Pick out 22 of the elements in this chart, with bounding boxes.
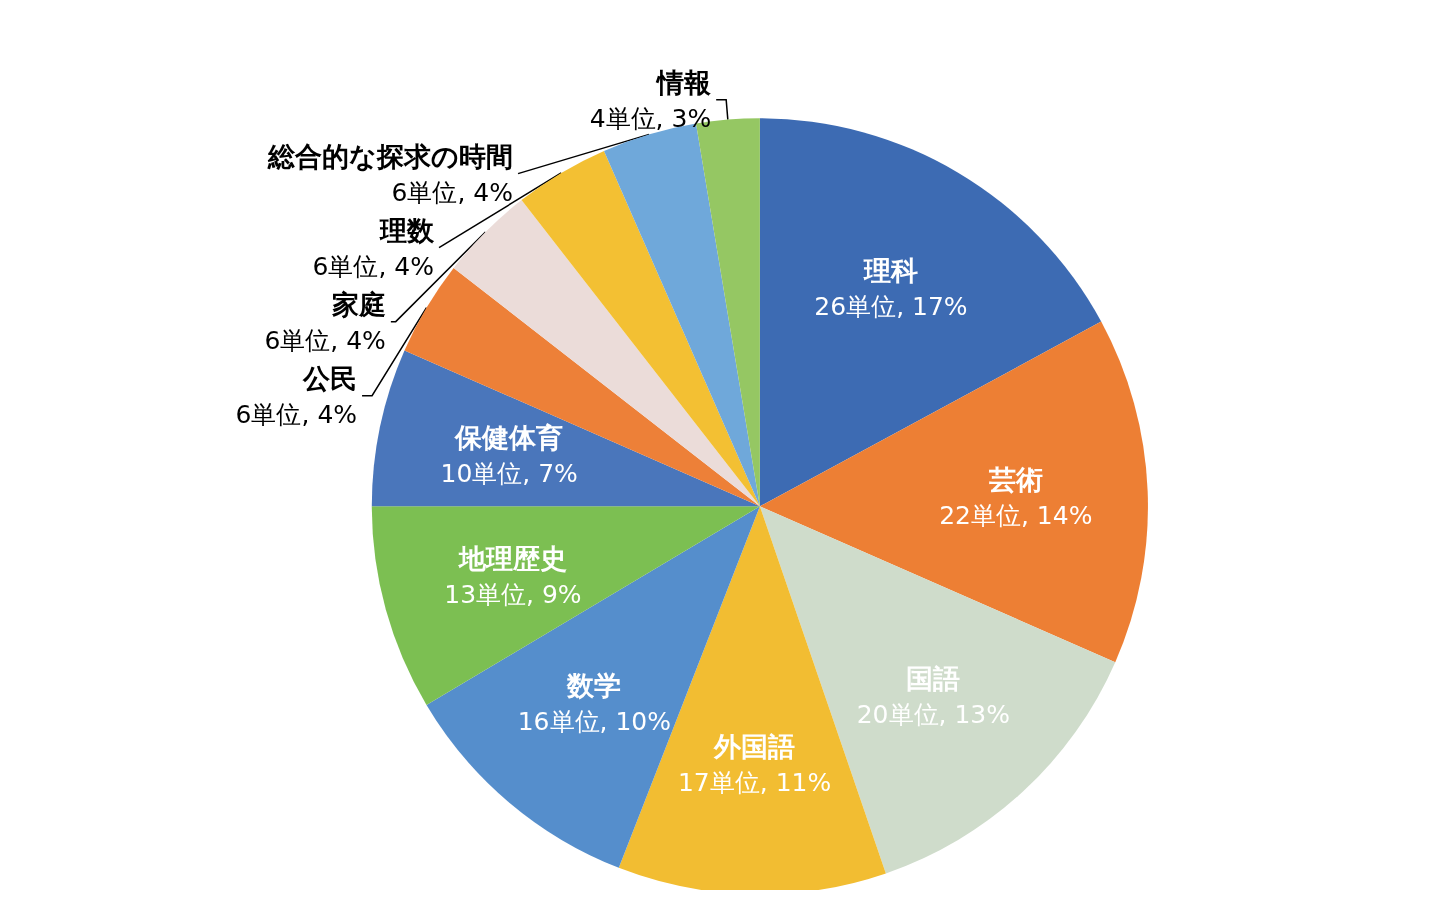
- slice-label: 家庭: [330, 289, 386, 321]
- slice-label: 理数: [379, 215, 436, 247]
- slice-label: 地理歴史: [457, 542, 567, 574]
- data-label: 22単位, 14%: [939, 501, 1093, 531]
- slice-label: 公民: [302, 363, 358, 395]
- data-label: 17単位, 11%: [677, 767, 832, 797]
- data-label: 16単位, 10%: [517, 707, 671, 737]
- slice-label: 総合的な探求の時間: [267, 141, 514, 173]
- data-label: 6単位, 4%: [264, 326, 386, 356]
- data-label: 10単位, 7%: [440, 459, 578, 489]
- data-label: 6単位, 4%: [235, 400, 358, 430]
- data-label: 6単位, 4%: [391, 178, 514, 208]
- slice-label: 外国語: [713, 730, 796, 762]
- slice-label: 保健体育: [454, 422, 564, 454]
- data-label: 26単位, 17%: [814, 291, 968, 321]
- data-label: 6単位, 4%: [312, 252, 435, 282]
- slice-label: 情報: [655, 67, 712, 99]
- data-label: 4単位, 3%: [589, 104, 712, 134]
- slice-label: 芸術: [987, 464, 1043, 496]
- slice-label: 理科: [862, 254, 918, 286]
- data-label: 13単位, 9%: [444, 579, 582, 609]
- slice-label: 数学: [566, 670, 622, 702]
